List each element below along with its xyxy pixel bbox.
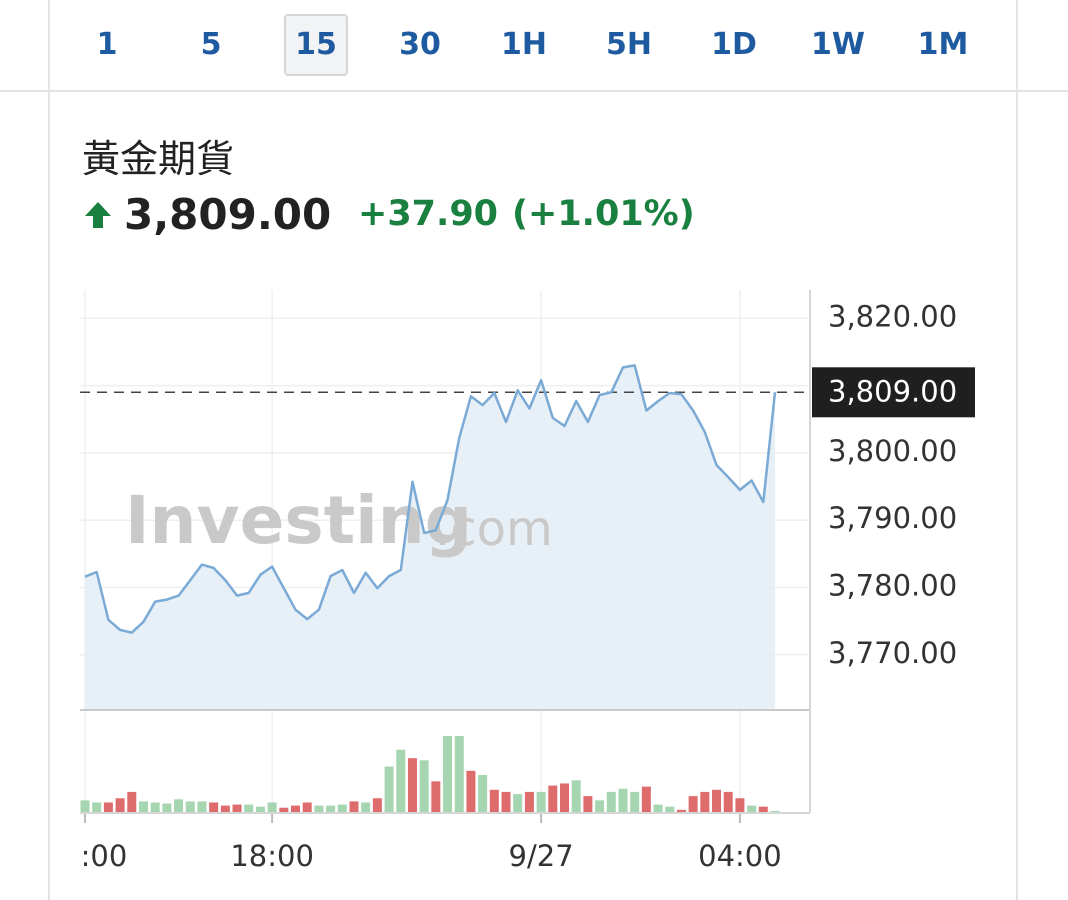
interval-tabs: 1 5 15 30 1H 5H 1D 1W 1M xyxy=(0,0,1068,92)
x-tick-label: 9/27 xyxy=(509,839,574,873)
volume-bar xyxy=(676,809,686,813)
volume-bar xyxy=(396,749,406,813)
volume-bar xyxy=(700,791,710,813)
watermark-suffix: .com xyxy=(435,501,553,557)
change: +37.90 xyxy=(358,194,499,234)
volume-bar xyxy=(197,801,207,813)
volume-bar xyxy=(150,802,160,813)
volume-bar xyxy=(559,783,569,813)
y-tick-label: 3,780.00 xyxy=(828,569,957,603)
volume-bar xyxy=(127,791,137,813)
volume-bar xyxy=(185,801,195,813)
volume-bar xyxy=(103,802,113,813)
frame xyxy=(48,0,1018,900)
volume-bar xyxy=(618,788,628,813)
volume-bar xyxy=(267,802,277,813)
price: 3,809.00 xyxy=(124,190,332,239)
y-tick-label: 3,800.00 xyxy=(828,434,957,468)
volume-bar xyxy=(665,806,675,813)
y-tick-label: 3,820.00 xyxy=(828,299,957,333)
change-percent: (+1.01%) xyxy=(512,194,695,234)
volume-bar xyxy=(770,810,780,813)
volume-bar xyxy=(583,796,593,813)
volume-bar xyxy=(162,803,172,813)
instrument-title: 黃金期貨 xyxy=(82,137,235,181)
volume-bar xyxy=(501,791,511,813)
volume-bar xyxy=(314,805,324,813)
volume-bar xyxy=(454,736,464,813)
volume-bar xyxy=(524,791,534,813)
x-tick-label: 04:00 xyxy=(698,839,782,873)
volume-bar xyxy=(595,800,605,813)
x-tick-label: 18:00 xyxy=(230,839,314,873)
volume-bar xyxy=(407,758,417,813)
volume-bar xyxy=(536,791,546,813)
volume-bar xyxy=(431,781,441,813)
volume-bar xyxy=(209,802,219,813)
volume-bar xyxy=(232,804,242,813)
watermark-brand: Investing xyxy=(125,482,472,559)
interval-tab[interactable]: 5H xyxy=(606,27,652,62)
volume-bar xyxy=(279,807,289,813)
volume-bar xyxy=(372,798,382,813)
volume-bar xyxy=(138,801,148,813)
volume-bar xyxy=(337,804,347,813)
price-area xyxy=(85,365,775,710)
volume-bar xyxy=(489,789,499,813)
volume-bar xyxy=(92,802,102,813)
volume-bar xyxy=(443,736,453,813)
volume-bar xyxy=(466,770,476,813)
price-line xyxy=(84,364,777,634)
last-price-box xyxy=(812,367,975,418)
volume-bar xyxy=(419,760,429,813)
volume-bar xyxy=(641,786,651,813)
interval-tab[interactable]: 1W xyxy=(811,27,865,62)
volume-bar xyxy=(326,805,336,813)
x-tick-label: :00 xyxy=(81,839,128,873)
volume-bar xyxy=(723,791,733,813)
up-arrow xyxy=(85,202,111,228)
volume-bar xyxy=(291,805,301,813)
interval-tab[interactable]: 1D xyxy=(711,27,757,62)
volume-bar xyxy=(606,791,616,813)
last-price-label: 3,809.00 xyxy=(828,374,957,408)
volume-bar xyxy=(571,780,581,813)
interval-tab[interactable]: 15 xyxy=(284,14,348,76)
volume-bar xyxy=(630,791,640,813)
volume-bar xyxy=(220,805,230,813)
volume-bar xyxy=(548,785,558,813)
volume-bar xyxy=(747,805,757,813)
y-tick-label: 3,790.00 xyxy=(828,501,957,535)
interval-tab[interactable]: 1H xyxy=(501,27,547,62)
volume-bar xyxy=(712,789,722,813)
volume-bar xyxy=(174,799,184,813)
volume-bar xyxy=(255,806,265,813)
y-tick-label: 3,770.00 xyxy=(828,636,957,670)
volume-bar xyxy=(302,802,312,813)
interval-tab[interactable]: 1 xyxy=(96,27,118,62)
volume-bar xyxy=(349,801,359,813)
volume-bar xyxy=(735,798,745,813)
volume-bar xyxy=(478,775,488,813)
volume-bar xyxy=(80,800,90,813)
interval-tab[interactable]: 5 xyxy=(200,27,222,62)
volume-bar xyxy=(758,806,768,813)
volume-bar xyxy=(361,802,371,813)
volume-bar xyxy=(115,798,125,813)
volume-bar xyxy=(688,796,698,813)
volume-bar xyxy=(244,804,254,813)
volume-bar xyxy=(513,794,523,813)
volume-bar xyxy=(384,766,394,813)
interval-tab[interactable]: 30 xyxy=(399,27,441,62)
volume-bar xyxy=(653,804,663,813)
interval-tab[interactable]: 1M xyxy=(917,27,969,62)
